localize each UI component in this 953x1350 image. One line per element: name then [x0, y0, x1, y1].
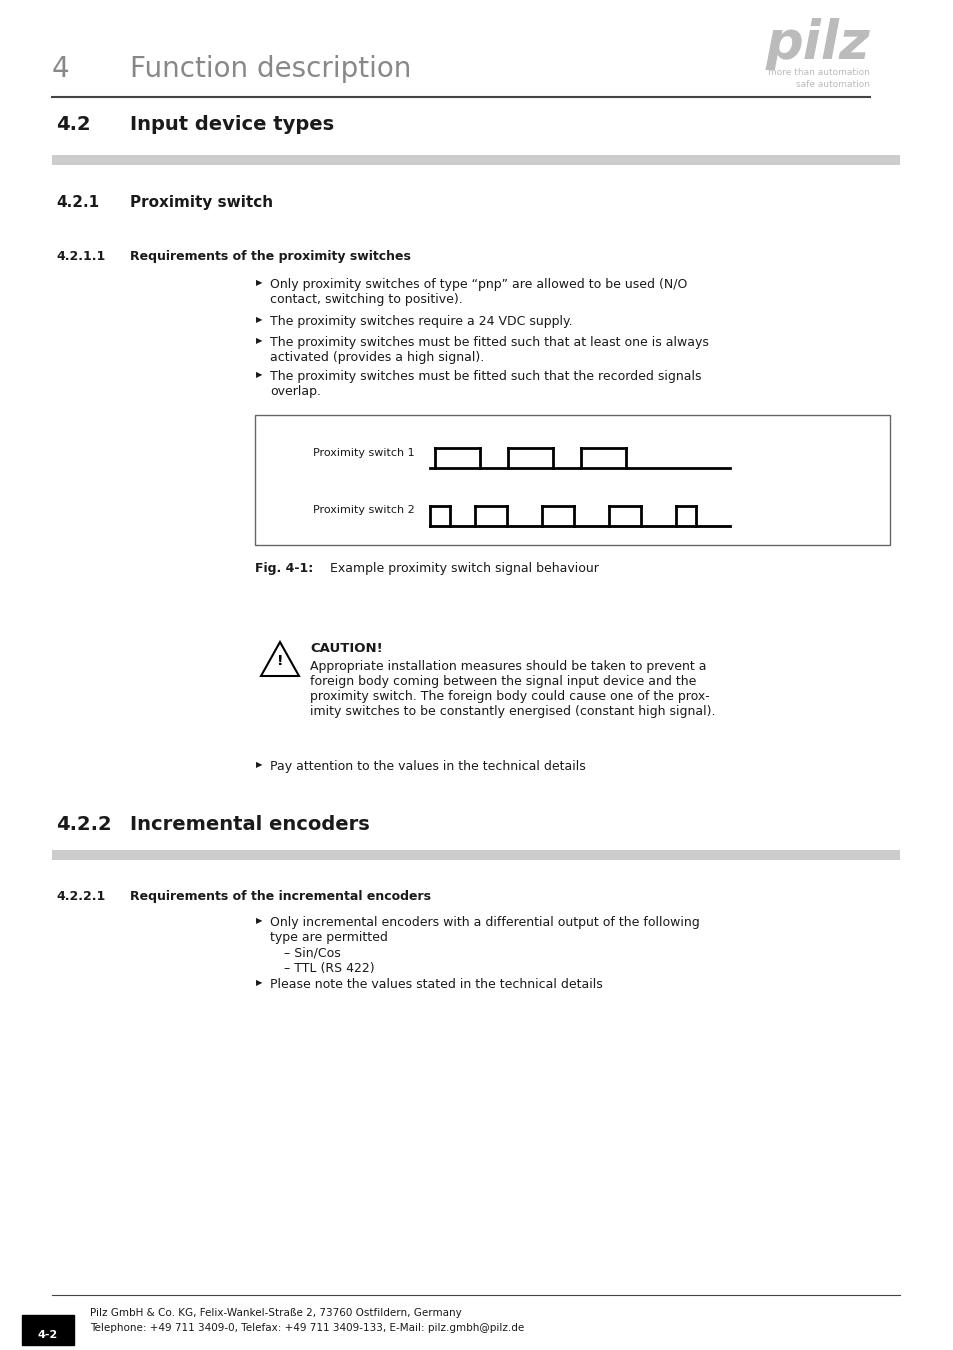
Text: 4.2.2: 4.2.2: [56, 815, 112, 834]
Text: ▶: ▶: [255, 370, 262, 379]
Text: Incremental encoders: Incremental encoders: [130, 815, 370, 834]
Text: The proximity switches must be fitted such that the recorded signals: The proximity switches must be fitted su…: [270, 370, 700, 383]
Text: 4: 4: [52, 55, 70, 82]
Text: more than automation: more than automation: [767, 68, 869, 77]
Text: Pay attention to the values in the technical details: Pay attention to the values in the techn…: [270, 760, 585, 774]
Text: foreign body coming between the signal input device and the: foreign body coming between the signal i…: [310, 675, 696, 688]
Text: type are permitted: type are permitted: [270, 931, 388, 944]
Text: ▶: ▶: [255, 760, 262, 770]
Text: Requirements of the incremental encoders: Requirements of the incremental encoders: [130, 890, 431, 903]
Text: Pilz GmbH & Co. KG, Felix-Wankel-Straße 2, 73760 Ostfildern, Germany: Pilz GmbH & Co. KG, Felix-Wankel-Straße …: [90, 1308, 461, 1318]
Bar: [22, 1315, 74, 1345]
Text: Proximity switch: Proximity switch: [130, 194, 273, 211]
Text: ▶: ▶: [255, 315, 262, 324]
Text: overlap.: overlap.: [270, 385, 320, 398]
Text: ▶: ▶: [255, 336, 262, 346]
Text: Input device types: Input device types: [130, 115, 334, 134]
Text: – TTL (RS 422): – TTL (RS 422): [284, 963, 375, 975]
Text: Please note the values stated in the technical details: Please note the values stated in the tec…: [270, 977, 602, 991]
Polygon shape: [261, 643, 298, 676]
Text: Proximity switch 2: Proximity switch 2: [313, 505, 415, 514]
Text: Function description: Function description: [130, 55, 411, 82]
Text: pilz: pilz: [764, 18, 869, 70]
Text: proximity switch. The foreign body could cause one of the prox-: proximity switch. The foreign body could…: [310, 690, 709, 703]
Text: safe automation: safe automation: [795, 80, 869, 89]
Text: Proximity switch 1: Proximity switch 1: [313, 448, 415, 458]
Text: Requirements of the proximity switches: Requirements of the proximity switches: [130, 250, 411, 263]
Text: Fig. 4-1:: Fig. 4-1:: [254, 562, 313, 575]
Text: ▶: ▶: [255, 278, 262, 288]
Text: 4.2.2.1: 4.2.2.1: [56, 890, 105, 903]
Text: ▶: ▶: [255, 977, 262, 987]
Text: Appropriate installation measures should be taken to prevent a: Appropriate installation measures should…: [310, 660, 706, 674]
Text: 4-2: 4-2: [38, 1330, 58, 1341]
Bar: [52, 155, 899, 165]
Bar: [254, 414, 889, 545]
Text: CAUTION!: CAUTION!: [310, 643, 382, 655]
Text: 4.2.1.1: 4.2.1.1: [56, 250, 105, 263]
Text: contact, switching to positive).: contact, switching to positive).: [270, 293, 462, 306]
Text: The proximity switches must be fitted such that at least one is always: The proximity switches must be fitted su…: [270, 336, 708, 350]
Text: imity switches to be constantly energised (constant high signal).: imity switches to be constantly energise…: [310, 705, 715, 718]
Text: 4.2.1: 4.2.1: [56, 194, 99, 211]
Text: Only incremental encoders with a differential output of the following: Only incremental encoders with a differe…: [270, 917, 699, 929]
Text: activated (provides a high signal).: activated (provides a high signal).: [270, 351, 484, 364]
Text: Example proximity switch signal behaviour: Example proximity switch signal behaviou…: [330, 562, 598, 575]
Text: Telephone: +49 711 3409-0, Telefax: +49 711 3409-133, E-Mail: pilz.gmbh@pilz.de: Telephone: +49 711 3409-0, Telefax: +49 …: [90, 1323, 524, 1332]
Text: Only proximity switches of type “pnp” are allowed to be used (N/O: Only proximity switches of type “pnp” ar…: [270, 278, 687, 292]
Text: ▶: ▶: [255, 917, 262, 925]
Text: The proximity switches require a 24 VDC supply.: The proximity switches require a 24 VDC …: [270, 315, 572, 328]
Bar: [52, 850, 899, 860]
Text: !: !: [276, 653, 283, 668]
Text: 4.2: 4.2: [56, 115, 91, 134]
Text: – Sin/Cos: – Sin/Cos: [284, 946, 340, 958]
